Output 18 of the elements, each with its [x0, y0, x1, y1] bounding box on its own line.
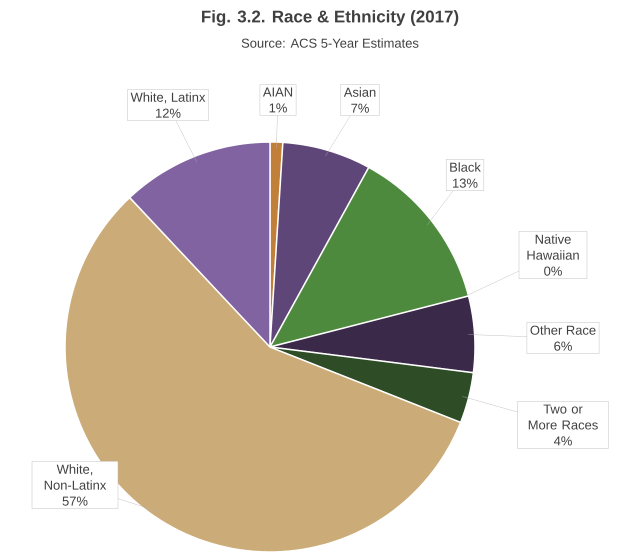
data-label: 1%	[270, 103, 287, 112]
slice-label: Two or More Races	[528, 404, 598, 430]
data-label: 57%	[62, 496, 88, 506]
data-label: 13%	[453, 178, 478, 188]
data-label: 12%	[156, 108, 180, 118]
slice-label: White, Latinx	[130, 92, 206, 104]
data-label: 4%	[554, 436, 572, 446]
slice-label: AIAN	[262, 88, 292, 96]
chart-title: Fig. 3.2. Race & Ethnicity (2017)	[202, 10, 458, 26]
slice-label: Asian	[344, 87, 376, 97]
slice-label: White, Non-Latinx	[44, 464, 106, 490]
data-label: 7%	[351, 104, 369, 113]
chart-subtitle: Source: ACS 5-Year Estimates	[242, 38, 418, 48]
text: 0%	[544, 266, 562, 276]
data-label: 6%	[554, 342, 572, 351]
slice-label: Other Race	[530, 325, 596, 335]
category-label: Native Hawaiian	[527, 234, 579, 260]
slice-label: Black	[450, 162, 481, 172]
